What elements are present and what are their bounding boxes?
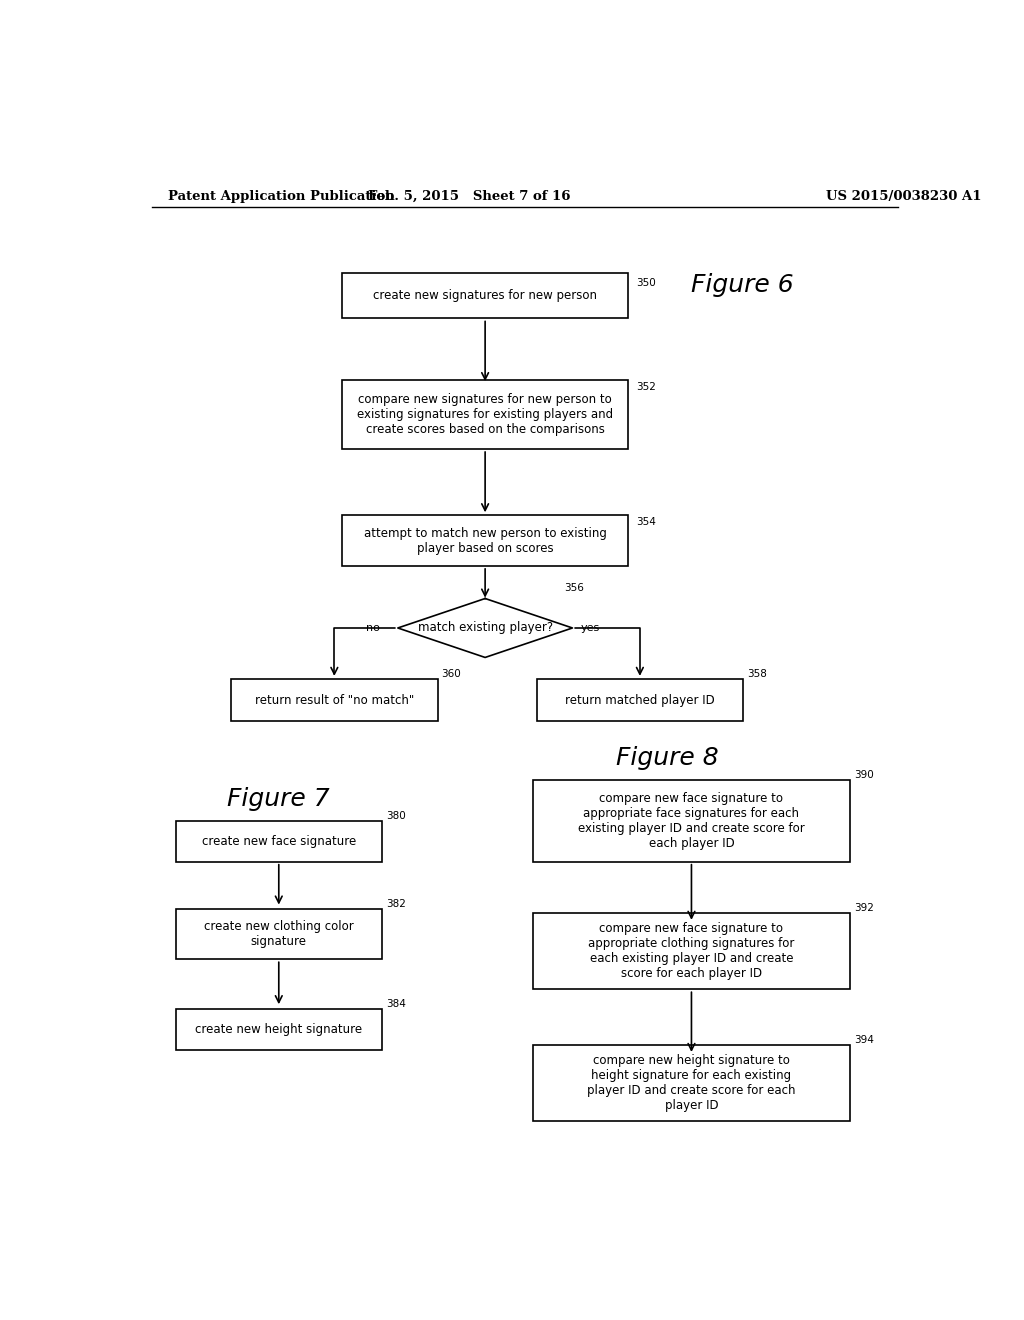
FancyBboxPatch shape	[342, 380, 628, 449]
Text: Patent Application Publication: Patent Application Publication	[168, 190, 394, 202]
FancyBboxPatch shape	[176, 821, 382, 862]
Text: Figure 7: Figure 7	[227, 787, 330, 810]
FancyBboxPatch shape	[231, 678, 437, 722]
Text: Feb. 5, 2015   Sheet 7 of 16: Feb. 5, 2015 Sheet 7 of 16	[368, 190, 570, 202]
FancyBboxPatch shape	[342, 273, 628, 318]
Text: 392: 392	[854, 903, 874, 913]
FancyBboxPatch shape	[537, 678, 743, 722]
Text: attempt to match new person to existing
player based on scores: attempt to match new person to existing …	[364, 527, 606, 554]
Text: create new height signature: create new height signature	[196, 1023, 362, 1036]
Text: 358: 358	[748, 669, 767, 678]
Text: compare new face signature to
appropriate face signatures for each
existing play: compare new face signature to appropriat…	[579, 792, 805, 850]
FancyBboxPatch shape	[532, 1045, 850, 1122]
Text: compare new signatures for new person to
existing signatures for existing player: compare new signatures for new person to…	[357, 393, 613, 436]
Text: return result of "no match": return result of "no match"	[255, 693, 414, 706]
Text: create new clothing color
signature: create new clothing color signature	[204, 920, 353, 948]
Text: 380: 380	[386, 810, 406, 821]
FancyBboxPatch shape	[176, 908, 382, 960]
Text: 382: 382	[386, 899, 406, 908]
FancyBboxPatch shape	[532, 913, 850, 989]
Text: match existing player?: match existing player?	[418, 622, 553, 635]
FancyBboxPatch shape	[532, 780, 850, 862]
Text: 354: 354	[636, 517, 655, 527]
Text: yes: yes	[581, 623, 600, 634]
Text: 350: 350	[636, 277, 655, 288]
Text: create new signatures for new person: create new signatures for new person	[373, 289, 597, 302]
Text: 390: 390	[854, 771, 873, 780]
Text: 356: 356	[564, 583, 585, 594]
FancyBboxPatch shape	[176, 1008, 382, 1049]
Text: 360: 360	[441, 669, 461, 678]
Text: 384: 384	[386, 999, 406, 1008]
FancyBboxPatch shape	[342, 515, 628, 566]
Text: no: no	[367, 623, 380, 634]
Text: create new face signature: create new face signature	[202, 836, 356, 847]
Text: 352: 352	[636, 381, 655, 392]
Text: return matched player ID: return matched player ID	[565, 693, 715, 706]
Text: compare new height signature to
height signature for each existing
player ID and: compare new height signature to height s…	[587, 1055, 796, 1113]
Text: Figure 8: Figure 8	[616, 746, 719, 770]
Text: Figure 6: Figure 6	[691, 273, 794, 297]
Text: US 2015/0038230 A1: US 2015/0038230 A1	[826, 190, 982, 202]
Text: compare new face signature to
appropriate clothing signatures for
each existing : compare new face signature to appropriat…	[588, 923, 795, 981]
Text: 394: 394	[854, 1035, 874, 1045]
